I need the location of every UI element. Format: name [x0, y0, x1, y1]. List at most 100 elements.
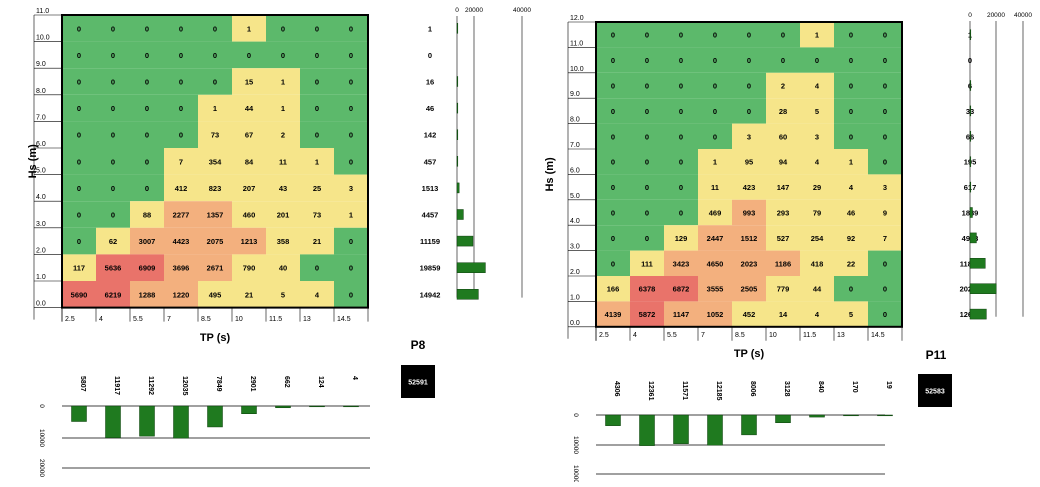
heatmap-cell [266, 148, 300, 175]
cell-value: 0 [111, 184, 115, 193]
heatmap-cell [664, 149, 698, 175]
cell-value: 0 [349, 237, 353, 246]
heatmap-cell [300, 174, 334, 202]
heatmap-cell [62, 174, 96, 202]
cell-value: 95 [745, 158, 753, 167]
cell-value: 1357 [207, 211, 224, 220]
y-tick-label: 6.0 [570, 167, 580, 174]
heatmap-cell [698, 199, 732, 226]
heatmap-cell [766, 301, 800, 327]
cell-value: 4650 [707, 259, 724, 268]
heatmap-cell [664, 174, 698, 200]
cell-value: 25 [313, 184, 321, 193]
cell-value: 0 [611, 132, 615, 141]
column-total: 11917 [113, 376, 120, 395]
y-tick-label: 1.0 [36, 274, 46, 281]
heatmap-cell [732, 174, 766, 200]
cell-value: 0 [611, 183, 615, 192]
heatmap-cell [300, 148, 334, 175]
cell-value: 0 [77, 104, 81, 113]
cell-value: 0 [611, 234, 615, 243]
heatmap-cell [732, 98, 766, 124]
cell-value: 44 [813, 285, 822, 294]
column-total: 11571 [681, 381, 688, 400]
heatmap-cell [300, 68, 334, 95]
cell-value: 0 [747, 31, 751, 40]
cell-value: 0 [883, 310, 887, 319]
heatmap-cell [130, 254, 164, 281]
y-tick-label: 3.0 [36, 221, 46, 228]
cell-value: 0 [145, 131, 149, 140]
row-total-bar [456, 129, 459, 140]
heatmap-cell [834, 225, 868, 251]
cell-value: 4 [815, 310, 820, 319]
x-tick-label: 5.5 [133, 316, 143, 323]
heatmap-cell [868, 301, 902, 327]
heatmap-cell [334, 94, 368, 122]
row-total-bar [456, 76, 459, 87]
heatmap-cell [868, 22, 902, 48]
cell-value: 3696 [173, 264, 190, 273]
cell-value: 0 [111, 131, 115, 140]
heatmap-cell [800, 174, 834, 200]
y-tick-label: 0.0 [570, 320, 580, 327]
column-total-bar [309, 405, 325, 408]
cell-value: 0 [645, 82, 649, 91]
cell-value: 0 [145, 157, 149, 166]
heatmap-cell [834, 250, 868, 276]
y-tick-label: 8.0 [36, 88, 46, 95]
heatmap-cell [664, 276, 698, 302]
cell-value: 0 [713, 56, 717, 65]
y-tick-label: 10.0 [570, 66, 584, 73]
cell-value: 0 [679, 31, 683, 40]
heatmap-cell [732, 250, 766, 276]
cell-value: 0 [679, 107, 683, 116]
cell-value: 0 [645, 56, 649, 65]
row-total-bar [456, 262, 486, 273]
cell-value: 0 [145, 24, 149, 33]
heatmap-cell [232, 121, 266, 148]
heatmap-cell [834, 199, 868, 226]
column-total-bar [173, 405, 189, 439]
cell-value: 1512 [741, 234, 758, 243]
cell-value: 0 [349, 78, 353, 87]
cell-value: 40 [279, 264, 287, 273]
heatmap-frame [61, 14, 369, 309]
cell-value: 73 [313, 211, 321, 220]
heatmap-cell [164, 121, 198, 148]
column-total: 170 [851, 381, 858, 393]
heatmap-cell [130, 121, 164, 148]
cell-value: 0 [349, 131, 353, 140]
heatmap-cell [164, 201, 198, 228]
heatmap-cell [800, 149, 834, 175]
cell-value: 2277 [173, 211, 190, 220]
heatmap-cell [198, 281, 232, 308]
heatmap-cell [96, 68, 130, 95]
row-total-bar [456, 102, 459, 114]
cell-value: 4 [315, 290, 320, 299]
column-total-bar [105, 405, 121, 439]
x-tick-label: 7 [701, 332, 705, 339]
row-total: 0 [968, 56, 972, 65]
cell-value: 5636 [105, 264, 122, 273]
cell-value: 0 [77, 211, 81, 220]
column-total-bar [71, 405, 87, 422]
column-total: 12361 [647, 381, 654, 401]
cell-value: 0 [713, 82, 717, 91]
row-total: 457 [424, 157, 437, 166]
cell-value: 92 [847, 234, 855, 243]
heatmap-cell [834, 47, 868, 73]
cell-value: 0 [315, 51, 319, 60]
heatmap-cell [834, 72, 868, 99]
cell-value: 3 [349, 184, 353, 193]
y-tick-label: 11.0 [570, 40, 583, 47]
x-tick-label: 10 [769, 332, 777, 339]
cell-value: 21 [245, 290, 253, 299]
heatmap-cell [664, 199, 698, 226]
cell-value: 0 [111, 78, 115, 87]
cell-value: 0 [611, 158, 615, 167]
column-total-bar [639, 414, 655, 446]
heatmap-cell [62, 227, 96, 255]
column-total-bar [207, 405, 223, 428]
total-value: 52583 [925, 389, 945, 396]
